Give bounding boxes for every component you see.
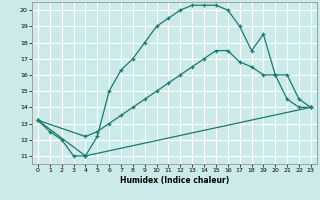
- X-axis label: Humidex (Indice chaleur): Humidex (Indice chaleur): [120, 176, 229, 185]
